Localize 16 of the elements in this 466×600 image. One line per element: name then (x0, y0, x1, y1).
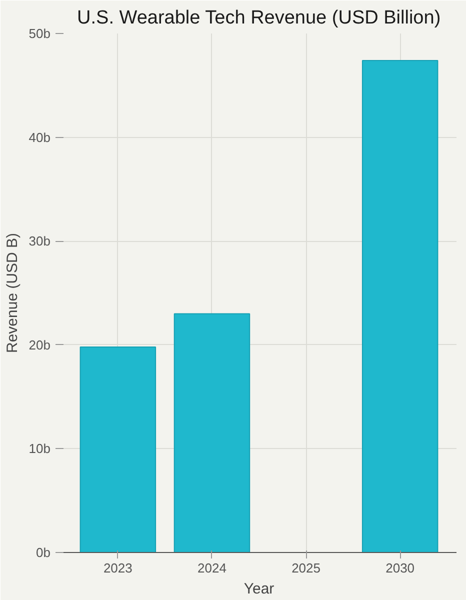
y-tick-label: 30b (28, 234, 51, 249)
y-tick-label: 50b (28, 26, 51, 41)
y-axis-title: Revenue (USD B) (4, 232, 21, 354)
x-tick-label: 2025 (292, 560, 320, 576)
x-tick-label: 2023 (103, 560, 132, 576)
y-tick-label: 0b (36, 545, 51, 560)
bar (362, 60, 438, 552)
y-tick-label: 20b (28, 337, 51, 352)
y-tick-label: 40b (28, 130, 51, 145)
x-tick-label: 2030 (386, 560, 415, 576)
y-tick-label: 10b (28, 441, 51, 456)
chart-title: U.S. Wearable Tech Revenue (USD Billion) (77, 8, 441, 28)
bar (80, 346, 156, 552)
x-axis-title: Year (244, 580, 274, 598)
x-tick-label: 2024 (198, 560, 226, 576)
bar (174, 313, 250, 552)
